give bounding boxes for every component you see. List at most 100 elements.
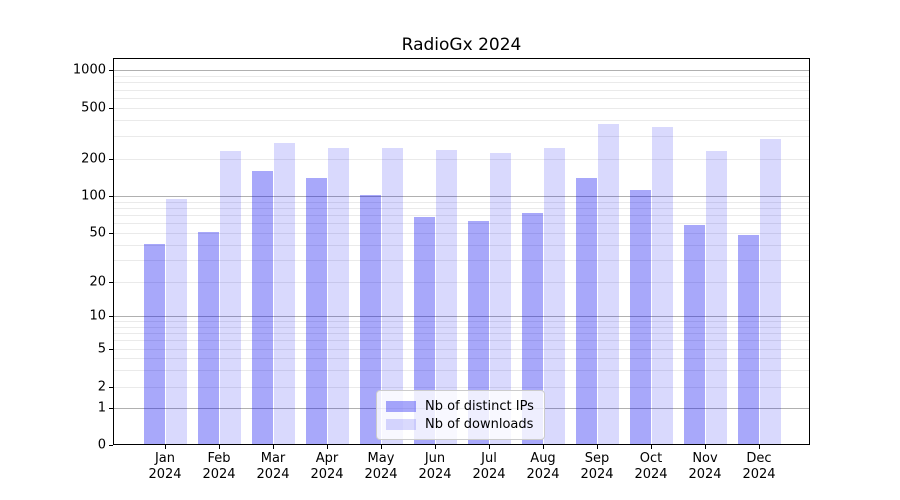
y-tick-mark-200 xyxy=(109,159,113,160)
x-tick-mark-feb xyxy=(219,445,220,449)
bar-downloads-apr xyxy=(327,148,349,444)
x-tick-month-jul: Jul xyxy=(481,451,497,466)
y-tick-mark-10 xyxy=(109,316,113,317)
y-tick-mark-2 xyxy=(109,387,113,388)
x-tick-year-jun: 2024 xyxy=(418,467,452,482)
x-tick-mark-mar xyxy=(273,445,274,449)
x-tick-month-jun: Jun xyxy=(424,451,446,466)
minor-gridline-700 xyxy=(114,89,809,91)
bar-distinct-ips-may xyxy=(359,195,381,444)
x-tick-month-apr: Apr xyxy=(315,451,339,466)
minor-gridline-9 xyxy=(114,321,809,322)
x-tick-month-oct: Oct xyxy=(639,451,663,466)
y-tick-mark-500 xyxy=(109,108,113,109)
x-tick-mark-aug xyxy=(543,445,544,449)
bar-downloads-nov xyxy=(705,151,727,444)
bar-distinct-ips-jul xyxy=(467,221,489,444)
minor-gridline-500 xyxy=(114,108,809,109)
bar-downloads-oct xyxy=(651,126,673,444)
x-tick-label-jul: Jul 2024 xyxy=(449,451,529,483)
x-tick-month-sep: Sep xyxy=(584,451,610,466)
minor-gridline-3 xyxy=(114,370,809,372)
y-tick-mark-5 xyxy=(109,349,113,350)
bar-distinct-ips-oct xyxy=(629,189,651,444)
x-tick-month-feb: Feb xyxy=(207,451,231,466)
x-tick-label-may: May 2024 xyxy=(341,451,421,483)
y-tick-label-5: 5 xyxy=(97,341,106,357)
x-tick-label-mar: Mar 2024 xyxy=(233,451,313,483)
bar-downloads-dec xyxy=(759,139,781,444)
legend-label-downloads: Nb of downloads xyxy=(425,416,534,432)
y-tick-label-500: 500 xyxy=(81,100,106,116)
y-tick-label-1: 1 xyxy=(97,400,106,416)
x-tick-mark-sep xyxy=(597,445,598,449)
bar-downloads-feb xyxy=(219,151,241,444)
bar-downloads-mar xyxy=(273,143,295,444)
minor-gridline-600 xyxy=(114,98,809,99)
y-tick-label-10: 10 xyxy=(89,308,106,324)
x-tick-year-feb: 2024 xyxy=(202,467,236,482)
x-tick-year-mar: 2024 xyxy=(256,467,290,482)
minor-gridline-900 xyxy=(114,75,809,77)
legend-item-downloads: Nb of downloads xyxy=(386,415,534,433)
x-tick-label-jun: Jun 2024 xyxy=(395,451,475,483)
major-gridline-1000 xyxy=(114,70,809,71)
bar-downloads-jan xyxy=(165,198,187,444)
bar-downloads-aug xyxy=(543,147,565,444)
y-tick-mark-1 xyxy=(109,408,113,409)
minor-gridline-70 xyxy=(114,215,809,216)
minor-gridline-80 xyxy=(114,207,809,209)
minor-gridline-40 xyxy=(114,244,809,246)
minor-gridline-800 xyxy=(114,82,809,84)
x-tick-label-sep: Sep 2024 xyxy=(557,451,637,483)
x-tick-label-aug: Aug 2024 xyxy=(503,451,583,483)
bar-distinct-ips-aug xyxy=(521,212,543,444)
chart-title: RadioGx 2024 xyxy=(401,35,522,55)
legend-swatch-downloads xyxy=(386,418,416,430)
x-tick-label-nov: Nov 2024 xyxy=(665,451,745,483)
minor-gridline-90 xyxy=(114,201,809,203)
y-tick-label-1000: 1000 xyxy=(72,62,106,78)
minor-gridline-400 xyxy=(114,120,809,122)
bar-downloads-jun xyxy=(435,150,457,444)
y-tick-label-2: 2 xyxy=(97,379,106,395)
bar-distinct-ips-jan xyxy=(143,243,165,444)
x-tick-mark-jun xyxy=(435,445,436,449)
bar-distinct-ips-sep xyxy=(575,178,597,444)
x-tick-label-dec: Dec 2024 xyxy=(719,451,799,483)
minor-gridline-300 xyxy=(114,136,809,138)
x-tick-mark-nov xyxy=(705,445,706,449)
minor-gridline-50 xyxy=(114,233,809,234)
minor-gridline-7 xyxy=(114,333,809,334)
bar-downloads-may xyxy=(381,148,403,444)
x-tick-mark-dec xyxy=(759,445,760,449)
y-tick-mark-100 xyxy=(109,196,113,197)
plot-area: Nb of distinct IPs Nb of downloads xyxy=(113,58,810,445)
minor-gridline-200 xyxy=(114,159,809,160)
legend-item-distinct-ips: Nb of distinct IPs xyxy=(386,397,534,415)
y-tick-label-100: 100 xyxy=(81,188,106,204)
x-tick-label-apr: Apr 2024 xyxy=(287,451,367,483)
x-tick-month-dec: Dec xyxy=(746,451,772,466)
minor-gridline-5 xyxy=(114,349,809,350)
x-tick-label-oct: Oct 2024 xyxy=(611,451,691,483)
x-tick-year-aug: 2024 xyxy=(526,467,560,482)
bar-distinct-ips-jun xyxy=(413,217,435,444)
y-tick-label-50: 50 xyxy=(89,225,106,241)
legend-swatch-distinct-ips xyxy=(386,400,416,412)
x-tick-year-may: 2024 xyxy=(364,467,398,482)
minor-gridline-8 xyxy=(114,326,809,328)
x-tick-year-oct: 2024 xyxy=(634,467,668,482)
y-tick-label-20: 20 xyxy=(89,274,106,290)
y-tick-label-0: 0 xyxy=(97,437,106,453)
x-tick-year-jan: 2024 xyxy=(148,467,182,482)
legend: Nb of distinct IPs Nb of downloads xyxy=(376,390,545,440)
y-tick-label-200: 200 xyxy=(81,151,106,167)
minor-gridline-2 xyxy=(114,387,809,388)
bar-distinct-ips-dec xyxy=(737,235,759,444)
major-gridline-100 xyxy=(114,196,809,197)
x-tick-label-feb: Feb 2024 xyxy=(179,451,259,483)
x-tick-month-aug: Aug xyxy=(530,451,556,466)
x-tick-year-dec: 2024 xyxy=(742,467,776,482)
x-tick-month-may: May xyxy=(367,451,395,466)
